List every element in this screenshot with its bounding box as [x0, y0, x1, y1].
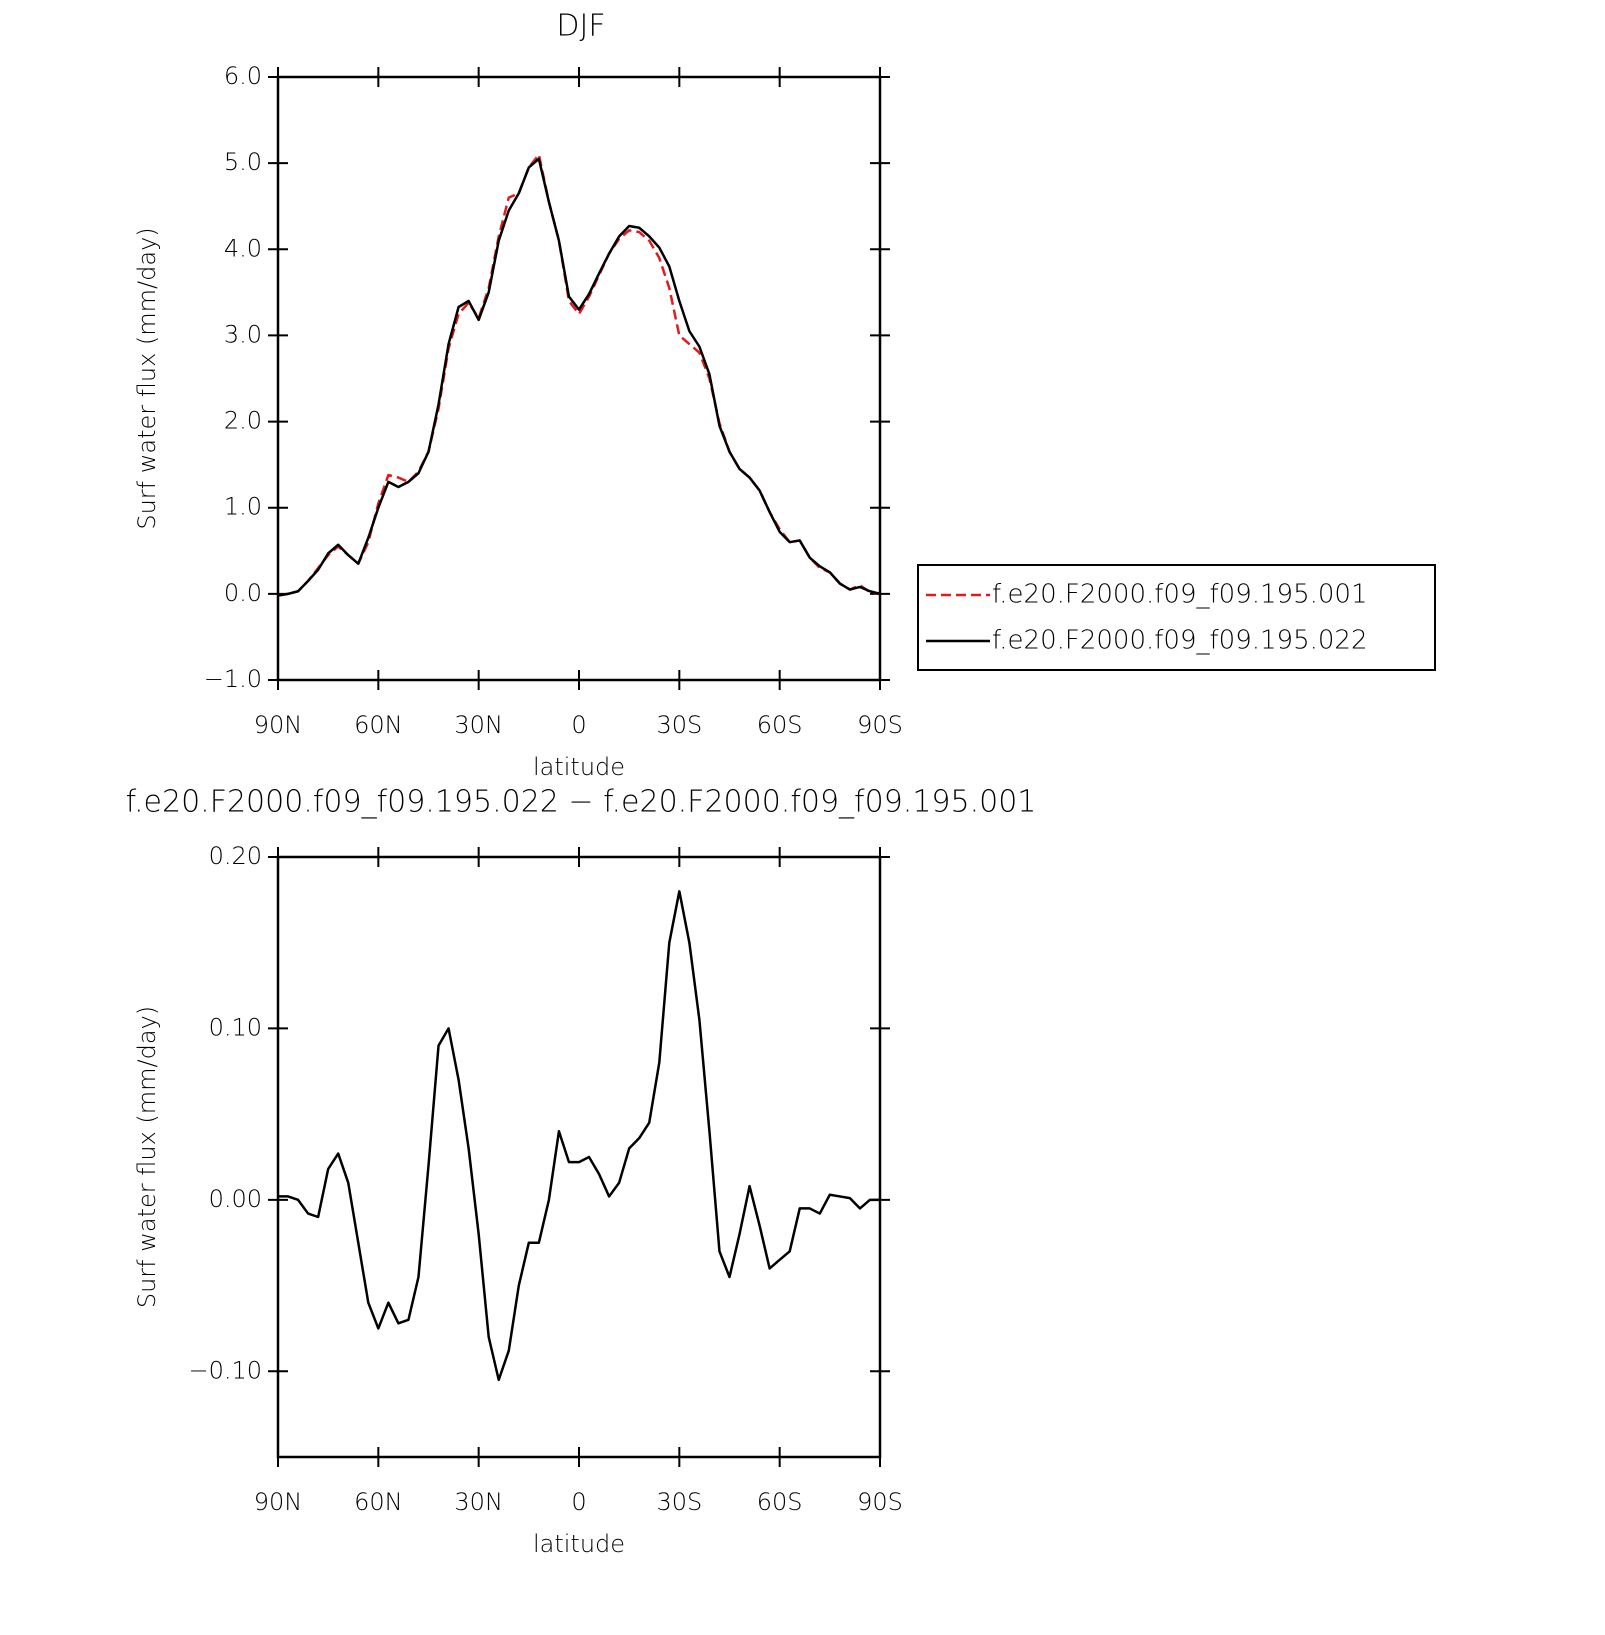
x-tick-label: 60N [354, 711, 403, 739]
x-tick-label: 30S [656, 711, 702, 739]
x-axis-label: latitude [533, 1530, 625, 1558]
legend-box [917, 564, 1436, 671]
y-tick-label: −1.0 [204, 665, 262, 693]
legend-label: f.e20.F2000.f09_f09.195.001 [992, 580, 1368, 610]
chart-title: DJF [556, 9, 605, 44]
x-tick-label: 90N [254, 1488, 303, 1516]
x-tick-label: 30N [454, 711, 503, 739]
data-line [277, 153, 881, 597]
x-tick-label: 30S [656, 1488, 702, 1516]
x-tick-label: 0 [571, 1488, 586, 1516]
x-tick-label: 60S [757, 711, 803, 739]
x-axis-label: latitude [533, 753, 625, 781]
y-tick-label: 0.00 [209, 1185, 262, 1213]
x-tick-label: 90N [254, 711, 303, 739]
x-tick-label: 90S [857, 711, 903, 739]
data-line [277, 157, 881, 597]
plot-frame [276, 855, 882, 1459]
chart-title: f.e20.F2000.f09_f09.195.022 − f.e20.F200… [126, 785, 1037, 820]
y-tick-label: 1.0 [224, 493, 262, 521]
x-tick-label: 60S [757, 1488, 803, 1516]
y-tick-label: 0.0 [224, 579, 262, 607]
y-axis-label: Surf water flux (mm/day) [133, 227, 161, 529]
y-tick-label: 3.0 [224, 320, 262, 348]
x-tick-label: 30N [454, 1488, 503, 1516]
data-line [278, 890, 880, 1382]
y-tick-label: −0.10 [188, 1356, 262, 1384]
y-tick-label: 0.10 [209, 1013, 262, 1041]
y-tick-label: 2.0 [224, 407, 262, 435]
legend-label: f.e20.F2000.f09_f09.195.022 [992, 626, 1368, 656]
x-tick-label: 0 [571, 711, 586, 739]
y-tick-label: 0.20 [209, 842, 262, 870]
x-tick-label: 60N [354, 1488, 403, 1516]
plot-frame [276, 75, 882, 682]
x-tick-label: 90S [857, 1488, 903, 1516]
y-tick-label: 5.0 [224, 148, 262, 176]
y-tick-label: 6.0 [224, 62, 262, 90]
y-axis-label: Surf water flux (mm/day) [133, 1006, 161, 1308]
y-tick-label: 4.0 [224, 234, 262, 262]
